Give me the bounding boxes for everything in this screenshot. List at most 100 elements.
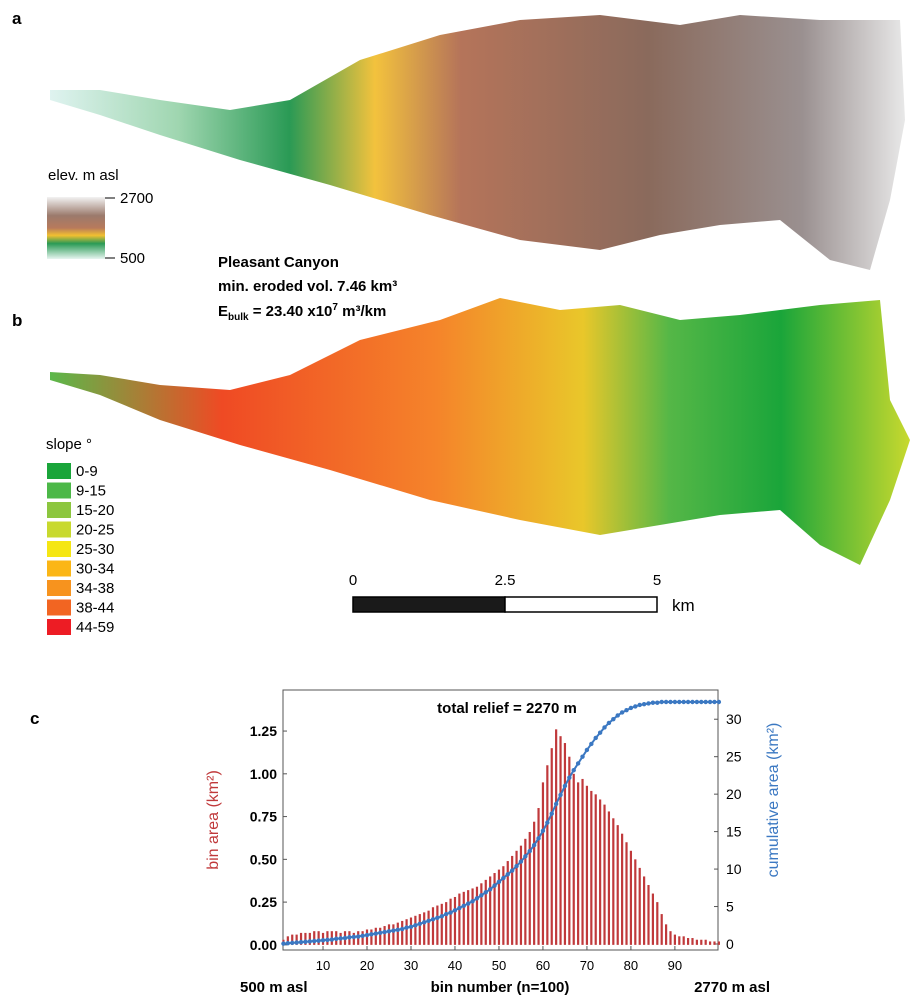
cumulative-point bbox=[470, 899, 475, 904]
bar bbox=[502, 866, 505, 945]
bar bbox=[713, 941, 716, 945]
ebulk-unit: m³/km bbox=[338, 303, 386, 320]
bar bbox=[581, 778, 584, 945]
cumulative-point bbox=[514, 863, 519, 869]
cumulative-point bbox=[659, 699, 664, 705]
bar bbox=[493, 873, 496, 945]
cumulative-point bbox=[298, 939, 304, 945]
panel-label: a bbox=[12, 9, 22, 28]
bar bbox=[286, 936, 289, 945]
bar bbox=[616, 825, 619, 945]
cumulative-point bbox=[501, 875, 506, 881]
bar bbox=[559, 736, 562, 945]
y2-tick-label: 15 bbox=[726, 824, 742, 840]
bar bbox=[462, 891, 465, 945]
cumulative-point bbox=[448, 910, 453, 915]
cumulative-point bbox=[356, 934, 361, 939]
y2-tick-label: 30 bbox=[726, 711, 742, 727]
bar bbox=[643, 876, 646, 945]
legend-label: 38-44 bbox=[76, 600, 114, 617]
bar bbox=[308, 932, 311, 945]
legend-swatch bbox=[47, 619, 71, 635]
cumulative-point bbox=[611, 717, 616, 722]
bar bbox=[625, 842, 628, 945]
cumulative-point bbox=[307, 939, 313, 944]
legend-swatch bbox=[47, 560, 71, 577]
cumulative-point bbox=[312, 938, 317, 944]
cumulative-point bbox=[646, 701, 651, 706]
bar bbox=[471, 888, 474, 945]
legend-swatch bbox=[47, 541, 71, 557]
cumulative-point bbox=[518, 859, 524, 864]
y2-tick-label: 5 bbox=[726, 899, 734, 915]
bar bbox=[387, 924, 391, 945]
bar bbox=[537, 808, 540, 945]
cumulative-point bbox=[685, 699, 691, 705]
cumulative-point bbox=[369, 932, 374, 937]
cumulative-point bbox=[329, 937, 335, 942]
bar bbox=[717, 941, 720, 945]
bar bbox=[664, 924, 668, 945]
legend-label: 34-38 bbox=[76, 580, 114, 597]
cumulative-point bbox=[320, 938, 326, 943]
cumulative-point bbox=[303, 939, 308, 944]
bar bbox=[392, 924, 395, 945]
legend-swatch bbox=[47, 521, 71, 538]
bar bbox=[603, 804, 606, 945]
bar bbox=[669, 931, 672, 945]
cumulative-point bbox=[430, 917, 436, 922]
cumulative-point bbox=[505, 872, 510, 877]
bar bbox=[704, 939, 707, 945]
bar bbox=[599, 799, 602, 945]
x-right-label: 2770 m asl bbox=[694, 979, 770, 996]
bar bbox=[673, 934, 676, 945]
bar bbox=[449, 898, 452, 945]
legend-label: 20-25 bbox=[76, 522, 114, 539]
cumulative-point bbox=[694, 699, 700, 705]
y-tick-label: 0.25 bbox=[250, 894, 277, 910]
bar bbox=[480, 883, 483, 945]
bar bbox=[401, 920, 404, 945]
cumulative-point bbox=[677, 699, 682, 705]
y-tick-label: 1.25 bbox=[250, 723, 277, 739]
bar bbox=[533, 821, 536, 945]
legend-label: 44-59 bbox=[76, 619, 114, 636]
cumulative-point bbox=[290, 940, 295, 946]
cumulative-point bbox=[474, 896, 480, 901]
cumulative-point bbox=[716, 699, 722, 705]
cumulative-point bbox=[536, 836, 541, 841]
cumulative-point bbox=[615, 713, 620, 718]
legend-min: 500 bbox=[120, 250, 145, 267]
cumulative-point bbox=[457, 905, 462, 911]
bar bbox=[418, 914, 421, 945]
cumulative-point bbox=[628, 705, 634, 711]
bar bbox=[374, 927, 377, 945]
legend-title: elev. m asl bbox=[48, 167, 119, 184]
x-tick-label: 50 bbox=[492, 958, 506, 973]
scale-label: 0 bbox=[349, 572, 357, 589]
bar bbox=[291, 934, 294, 945]
cumulative-point bbox=[690, 699, 695, 705]
bar bbox=[396, 922, 399, 945]
bar bbox=[647, 885, 650, 945]
site-name: Pleasant Canyon bbox=[218, 254, 339, 271]
bar bbox=[379, 927, 382, 945]
y2-tick-label: 10 bbox=[726, 861, 742, 877]
cumulative-point bbox=[650, 700, 656, 705]
x-left-label: 500 m asl bbox=[240, 979, 308, 996]
cumulative-point bbox=[342, 935, 348, 941]
bar bbox=[546, 765, 549, 945]
ebulk-exponent: 7 bbox=[332, 302, 338, 313]
x-tick-label: 70 bbox=[580, 958, 594, 973]
bar bbox=[313, 931, 316, 945]
panel-label: b bbox=[12, 311, 22, 330]
cumulative-point bbox=[386, 929, 392, 934]
cumulative-point bbox=[545, 820, 550, 825]
bar bbox=[489, 876, 492, 945]
bar bbox=[621, 833, 624, 945]
legend-swatch bbox=[47, 599, 71, 616]
cumulative-point bbox=[509, 868, 515, 873]
cumulative-point bbox=[334, 936, 339, 941]
bar bbox=[440, 903, 443, 945]
bar bbox=[304, 932, 307, 945]
